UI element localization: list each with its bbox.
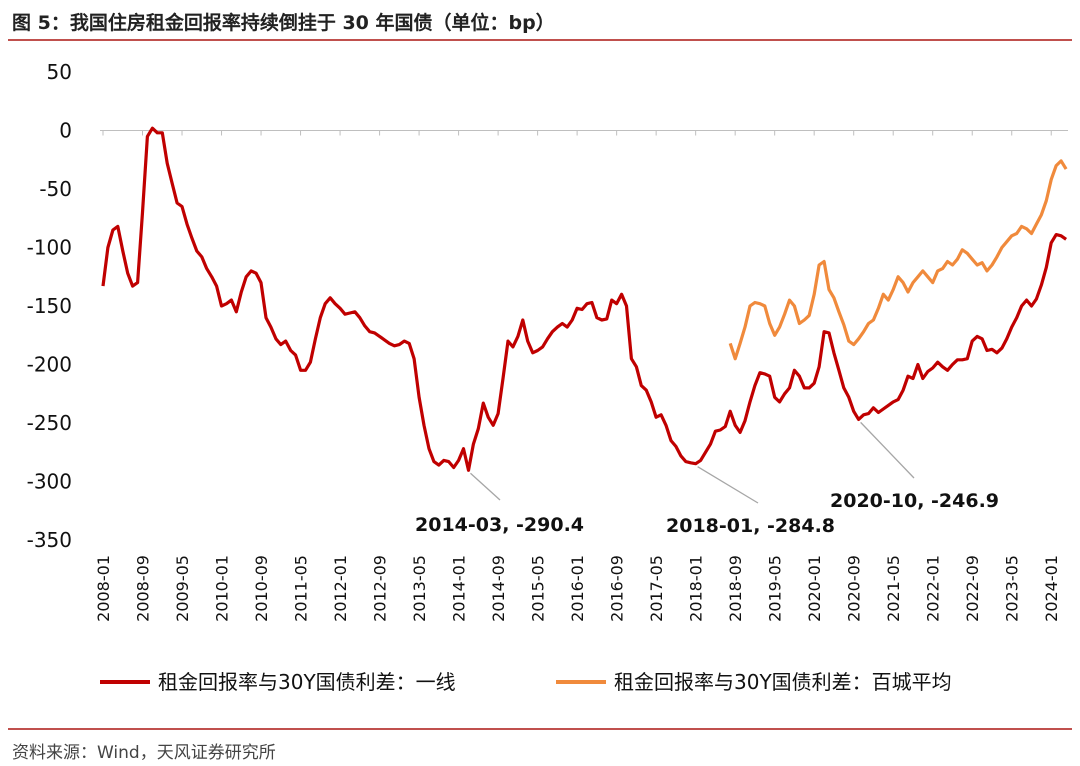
legend: 租金回报率与30Y国债利差：一线 租金回报率与30Y国债利差：百城平均	[100, 670, 952, 694]
series-line-2	[728, 159, 1068, 361]
x-axis-ticks: 2008-01 2008-09 2009-05 2010-01 2010-09 2011-…	[94, 130, 1061, 622]
x-tick-label: 2014-09	[489, 555, 508, 622]
annotation-leader	[860, 421, 915, 479]
x-tick-label: 2012-01	[331, 555, 350, 622]
y-tick-label: -150	[27, 294, 72, 318]
x-tick-label: 2009-05	[173, 555, 192, 622]
annotation-leader	[697, 466, 759, 504]
x-tick-label: 2016-09	[608, 555, 627, 622]
x-tick-label: 2011-05	[292, 555, 311, 622]
legend-label-series2: 租金回报率与30Y国债利差：百城平均	[614, 670, 952, 694]
x-tick-label: 2014-01	[450, 555, 469, 622]
chart-title: 图 5：我国住房租金回报率持续倒挂于 30 年国债（单位：bp）	[12, 12, 555, 34]
x-tick-label: 2017-05	[647, 555, 666, 622]
y-tick-label: -300	[27, 470, 72, 494]
annotation-label: 2020-10, -246.9	[830, 490, 999, 512]
x-tick-label: 2016-01	[568, 555, 587, 622]
annotations: 2014-03, -290.4 2018-01, -284.8 2020-10, -…	[415, 421, 999, 537]
series-line-1	[101, 126, 1068, 472]
x-tick-label: 2008-09	[134, 555, 153, 622]
annotation-label: 2018-01, -284.8	[666, 515, 835, 537]
x-tick-label: 2018-09	[726, 555, 745, 622]
y-axis-ticks: 50 0 -50 -100 -150 -200 -250 -300 -350	[27, 60, 72, 552]
x-tick-label: 2021-05	[884, 555, 903, 622]
y-tick-label: -350	[27, 528, 72, 552]
x-tick-label: 2010-01	[213, 555, 232, 622]
x-tick-label: 2020-01	[805, 555, 824, 622]
annotation-label: 2014-03, -290.4	[415, 514, 584, 536]
x-tick-label: 2024-01	[1042, 555, 1061, 622]
x-tick-label: 2022-09	[963, 555, 982, 622]
footer-divider	[8, 728, 1072, 730]
title-divider	[8, 39, 1072, 41]
x-tick-label: 2012-09	[371, 555, 390, 622]
x-tick-label: 2023-05	[1003, 555, 1022, 622]
source-note: 资料来源：Wind，天风证券研究所	[12, 743, 276, 763]
x-tick-label: 2019-05	[766, 555, 785, 622]
y-tick-label: -250	[27, 411, 72, 435]
x-tick-label: 2008-01	[94, 555, 113, 622]
x-tick-label: 2013-05	[410, 555, 429, 622]
x-tick-label: 2010-09	[252, 555, 271, 622]
y-tick-label: 0	[59, 119, 72, 143]
y-tick-label: -200	[27, 353, 72, 377]
series-lines	[101, 126, 1068, 472]
x-tick-label: 2015-05	[529, 555, 548, 622]
x-tick-label: 2020-09	[845, 555, 864, 622]
x-tick-label: 2022-01	[924, 555, 943, 622]
x-tick-label: 2018-01	[687, 555, 706, 622]
y-tick-label: -50	[39, 177, 72, 201]
y-tick-label: -100	[27, 236, 72, 260]
annotation-leader	[470, 472, 501, 501]
legend-label-series1: 租金回报率与30Y国债利差：一线	[158, 670, 456, 694]
y-tick-label: 50	[47, 60, 72, 84]
